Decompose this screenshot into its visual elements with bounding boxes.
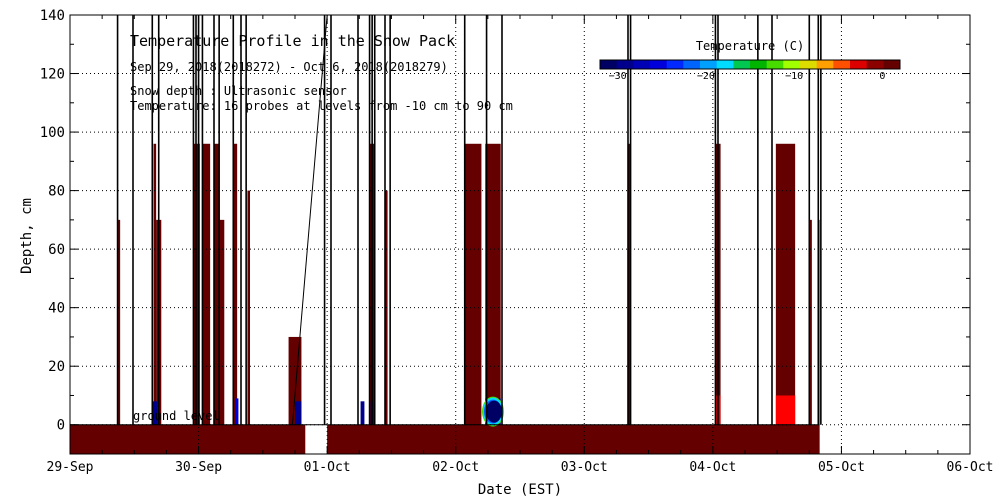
temperature-cell	[233, 143, 238, 455]
y-tick-label: 120	[40, 67, 65, 83]
colorbar: Temperature (C) −30 −20 −10 0	[599, 39, 901, 82]
x-tick-label: 02-Oct	[432, 460, 479, 475]
snow-depth-trace	[70, 14, 822, 426]
colorbar-cell	[683, 60, 701, 69]
temperature-cell	[295, 401, 302, 425]
y-tick-label: 20	[48, 359, 65, 375]
x-tick-label: 06-Oct	[947, 460, 994, 475]
y-axis-label: Depth, cm	[19, 198, 35, 274]
temperature-cell	[360, 401, 365, 425]
x-tick-label: 29-Sep	[47, 460, 94, 475]
x-tick-label: 03-Oct	[561, 460, 608, 475]
y-tick-label: 0	[57, 418, 65, 434]
temperature-blob-core	[486, 400, 502, 423]
chart-note-snow-depth: Snow depth : Ultrasonic sensor	[130, 84, 347, 98]
colorbar-cell	[733, 60, 751, 69]
temperature-cell	[485, 143, 501, 455]
chart-subtitle: Sep 29, 2018(2018272) - Oct 6, 2018(2018…	[130, 60, 448, 74]
colorbar-cell	[650, 60, 668, 69]
temperature-cell	[628, 143, 631, 455]
temperature-cell	[202, 143, 211, 455]
temperature-cell	[214, 143, 220, 455]
x-axis-ticks: 29-Sep 30-Sep 01-Oct 02-Oct 03-Oct 04-Oct 05-O…	[47, 15, 994, 475]
colorbar-tick-label: −10	[785, 71, 803, 82]
snow-depth-ramp	[291, 14, 328, 425]
colorbar-cell	[783, 60, 801, 69]
colorbar-cell	[716, 60, 734, 69]
ground-band-segment	[70, 424, 306, 454]
ground-band-segment	[327, 424, 820, 454]
colorbar-cell	[766, 60, 784, 69]
temperature-cell	[247, 190, 250, 454]
colorbar-tick-label: 0	[879, 71, 885, 82]
colorbar-cell	[883, 60, 901, 69]
y-tick-label: 60	[48, 242, 65, 258]
colorbar-cell	[750, 60, 768, 69]
temperature-cell	[219, 219, 225, 454]
temperature-cell	[117, 219, 121, 454]
x-axis-label: Date (EST)	[478, 482, 562, 498]
colorbar-cell	[833, 60, 851, 69]
temperature-cell	[809, 219, 812, 454]
y-tick-label: 100	[40, 125, 65, 141]
colorbar-cells	[600, 60, 901, 69]
colorbar-cell	[700, 60, 718, 69]
colorbar-title: Temperature (C)	[696, 39, 804, 53]
x-tick-label: 01-Oct	[304, 460, 351, 475]
colorbar-tick-label: −30	[609, 71, 627, 82]
temperature-cell	[775, 395, 796, 425]
temperature-cell	[153, 143, 157, 455]
temperature-cell	[385, 190, 388, 454]
colorbar-ticks: −30 −20 −10 0	[609, 71, 886, 82]
x-tick-label: 04-Oct	[689, 460, 736, 475]
colorbar-tick-label: −20	[697, 71, 715, 82]
chart-note-temperature: Temperature: 16 probes at levels from -1…	[130, 99, 513, 113]
colorbar-cell	[850, 60, 868, 69]
colorbar-cell	[666, 60, 684, 69]
temperature-cell	[775, 143, 796, 455]
chart-title: Temperature Profile in the Snow Pack	[130, 32, 455, 50]
temperature-cell	[464, 143, 482, 455]
y-tick-label: 40	[48, 301, 65, 317]
y-axis-ticks: 0 20 40 60 80 100 120 140	[40, 8, 970, 455]
temperature-cell	[152, 401, 158, 425]
x-tick-label: 05-Oct	[818, 460, 865, 475]
colorbar-cell	[800, 60, 818, 69]
colorbar-cell	[816, 60, 834, 69]
colorbar-cell	[866, 60, 884, 69]
x-tick-label: 30-Sep	[175, 460, 222, 475]
temperature-cell	[235, 398, 239, 425]
colorbar-cell	[616, 60, 634, 69]
colorbar-cell	[600, 60, 618, 69]
colorbar-frame	[599, 59, 901, 70]
ground-level-label: ground level	[133, 409, 220, 423]
colorbar-cell	[633, 60, 651, 69]
y-tick-label: 140	[40, 8, 65, 24]
y-tick-label: 80	[48, 184, 65, 200]
